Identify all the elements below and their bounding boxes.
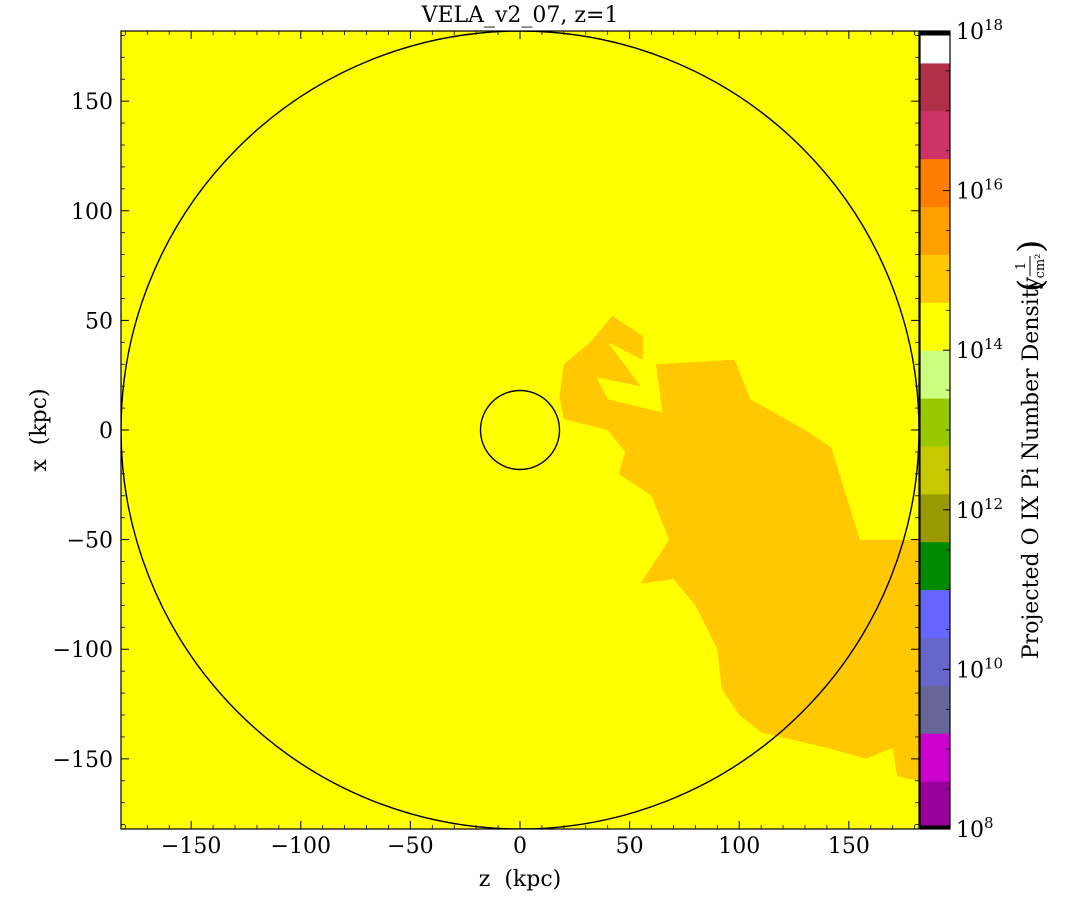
colorbar-band-4 <box>920 637 950 686</box>
chart-title: VELA_v2_07, z=1 <box>421 3 619 28</box>
colorbar-ticks: 108 1010 1012 1014 1016 1018 <box>943 16 1003 843</box>
inner-radius-circle <box>479 389 561 471</box>
colorbar-band-6 <box>920 541 950 591</box>
plot-area: −150 −100 −50 0 50 100 150 150100500−50−100−15… <box>53 30 920 859</box>
y-axis-ticks: 150 100 50 0 −50 −100 −150 <box>53 34 919 826</box>
colorbar-band-11 <box>920 302 950 351</box>
colorbar-band-15 <box>920 110 950 160</box>
colorbar-band-9 <box>920 398 950 447</box>
colorbar-unit-close-paren: ) <box>1011 240 1051 253</box>
colorbar-tick-label: 1014 <box>956 335 1003 364</box>
x-tick-label: −100 <box>271 834 331 859</box>
colorbar-tick-label: 1012 <box>956 495 1003 524</box>
colorbar-label-group: Projected O IX Pi Number Density ( 1 cm²… <box>1011 240 1051 659</box>
y-tick-label: 100 <box>71 200 113 225</box>
colorbar-band-0 <box>920 825 950 830</box>
colorbar-unit-numerator: 1 <box>1014 262 1029 270</box>
y-tick-label: 0 <box>99 419 113 444</box>
colorbar-band-14 <box>920 158 950 208</box>
radius-circles <box>121 31 919 829</box>
colorbar-band-5 <box>920 589 950 638</box>
x-tick-label: 0 <box>513 834 527 859</box>
colorbar-band-18 <box>920 31 950 36</box>
colorbar-band-7 <box>920 493 950 543</box>
x-tick-label: 150 <box>828 834 870 859</box>
colorbar-band-12 <box>920 254 950 303</box>
density-feature-region-0 <box>559 316 919 781</box>
x-tick-label: 100 <box>718 834 760 859</box>
colorbar-tick-label: 1018 <box>956 16 1003 45</box>
y-tick-label: −150 <box>53 748 113 773</box>
colorbar-band-8 <box>920 445 950 495</box>
x-tick-label: 50 <box>616 834 644 859</box>
y-tick-label: −100 <box>53 638 113 663</box>
colorbar-band-10 <box>920 350 950 399</box>
colorbar-tick-label: 108 <box>956 814 994 843</box>
colorbar-bands <box>920 31 950 830</box>
colorbar-band-16 <box>920 62 950 112</box>
colorbar-band-2 <box>920 733 950 782</box>
y-tick-label: 50 <box>85 309 113 334</box>
colorbar-band-13 <box>920 206 950 255</box>
y-axis-label: x (kpc) <box>27 388 52 471</box>
x-axis-label: z (kpc) <box>479 867 561 892</box>
y-tick-label: −50 <box>67 529 113 554</box>
colorbar-tick-label: 1016 <box>956 176 1003 205</box>
colorbar-band-1 <box>920 781 950 826</box>
y-tick-label: 150 <box>71 90 113 115</box>
colorbar-label: Projected O IX Pi Number Density <box>1019 276 1044 659</box>
colorbar-unit-open-paren: ( <box>1011 279 1051 292</box>
colorbar-band-17 <box>920 34 950 64</box>
x-axis-ticks: −150 −100 −50 0 50 100 150 <box>124 31 916 859</box>
x-tick-label: −50 <box>387 834 433 859</box>
colorbar-tick-label: 1010 <box>956 654 1003 683</box>
colorbar-unit-denominator: cm² <box>1033 254 1048 279</box>
colorbar-band-3 <box>920 685 950 734</box>
colorbar: 108 1010 1012 1014 1016 1018 Projected O IX P… <box>919 16 1051 843</box>
density-features <box>559 316 919 781</box>
x-tick-label: −150 <box>161 834 221 859</box>
